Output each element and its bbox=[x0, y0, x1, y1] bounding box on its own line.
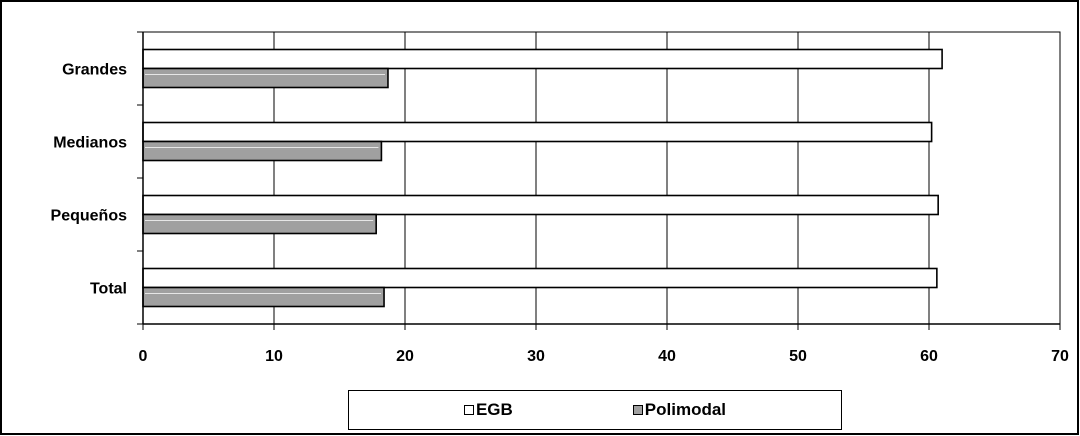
category-label: Total bbox=[90, 281, 127, 298]
legend-item-polimodal: Polimodal bbox=[632, 400, 727, 420]
legend-label-egb: EGB bbox=[475, 400, 513, 419]
legend-swatch-egb bbox=[463, 405, 474, 415]
x-tick-label: 0 bbox=[139, 348, 148, 365]
x-tick-label: 50 bbox=[789, 348, 807, 365]
legend: EGB Polimodal bbox=[348, 390, 842, 430]
bar-egb-4 bbox=[142, 267, 938, 289]
category-label: Pequeños bbox=[51, 208, 128, 225]
category-label: Grandes bbox=[62, 62, 127, 79]
x-tick-label: 10 bbox=[265, 348, 283, 365]
bar-egb-3 bbox=[142, 194, 939, 216]
legend-item-egb: EGB bbox=[463, 400, 513, 420]
bar-polimodal-2 bbox=[142, 140, 383, 162]
x-tick-label: 70 bbox=[1051, 348, 1069, 365]
bar-polimodal-1 bbox=[142, 67, 389, 89]
x-tick-label: 30 bbox=[527, 348, 545, 365]
bar-polimodal-3 bbox=[142, 213, 377, 235]
bar-egb-2 bbox=[142, 121, 933, 143]
category-label: Medianos bbox=[53, 135, 127, 152]
x-tick-label: 20 bbox=[396, 348, 414, 365]
x-tick-label: 40 bbox=[658, 348, 676, 365]
x-tick-label: 60 bbox=[920, 348, 938, 365]
bar-polimodal-4 bbox=[142, 286, 385, 308]
bar-egb-1 bbox=[142, 48, 943, 70]
legend-swatch-polimodal bbox=[632, 405, 643, 415]
legend-label-polimodal: Polimodal bbox=[644, 400, 727, 419]
